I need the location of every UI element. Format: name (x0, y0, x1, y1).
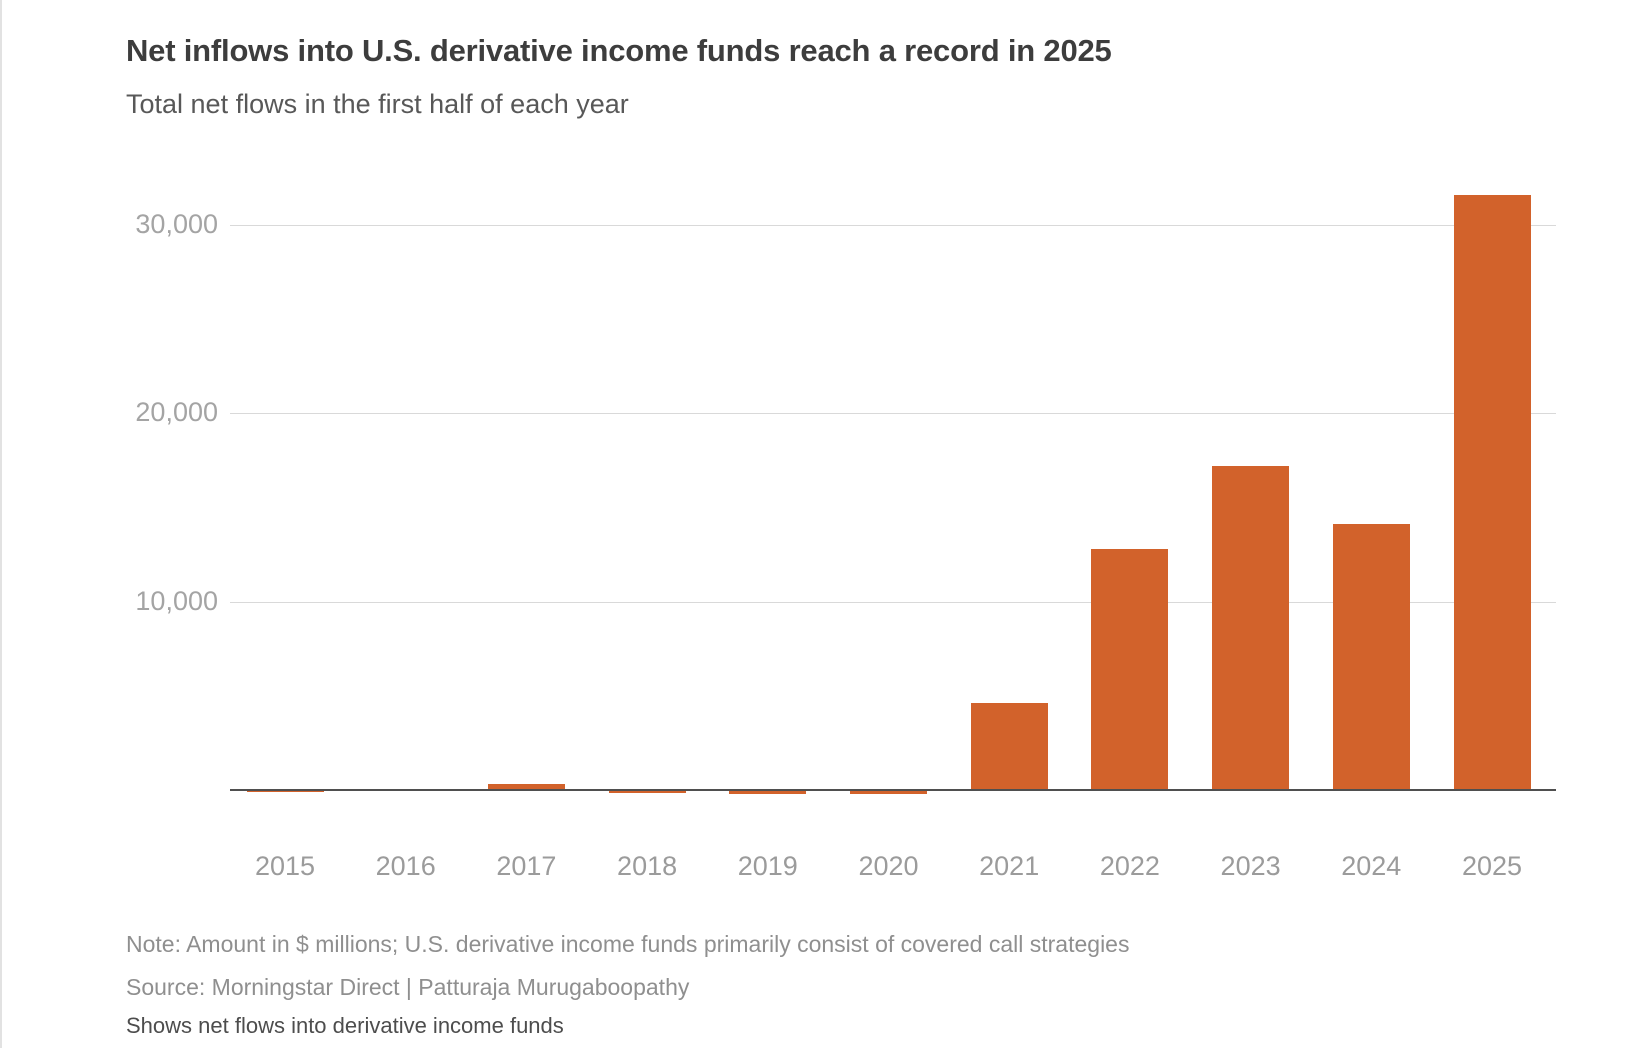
gridline-30000 (230, 225, 1556, 227)
x-axis-tick-label: 2025 (1461, 851, 1523, 881)
bar-2017 (487, 784, 565, 790)
chart-caption: Shows net flows into derivative income f… (126, 1013, 564, 1038)
x-axis-tick-label: 2019 (737, 851, 798, 881)
chart-title: Net inflows into U.S. derivative income … (126, 33, 1112, 68)
y-axis-tick-label: 10,000 (135, 585, 218, 616)
bar-2023 (1212, 466, 1290, 790)
chart-source: Source: Morningstar Direct | Patturaja M… (126, 974, 690, 1000)
gridline-10000 (230, 601, 1556, 603)
bar-2024 (1332, 524, 1410, 790)
bar-2018 (608, 790, 686, 793)
x-axis-tick-label: 2023 (1220, 851, 1281, 881)
x-axis-tick-label: 2024 (1341, 851, 1402, 881)
bar-2019 (729, 790, 807, 794)
gridline-20000 (230, 413, 1556, 415)
bar-2022 (1091, 548, 1169, 790)
x-axis-line (230, 789, 1556, 791)
x-axis-tick-label: 2017 (496, 851, 557, 881)
chart-subtitle: Total net flows in the first half of eac… (126, 89, 629, 119)
x-axis-tick-label: 2022 (1099, 851, 1160, 881)
left-edge-line (0, 0, 2, 1048)
bar-2021 (970, 703, 1048, 790)
chart-note: Note: Amount in $ millions; U.S. derivat… (126, 931, 1130, 957)
bar-2020 (850, 790, 927, 794)
y-axis-tick-label: 30,000 (135, 208, 218, 239)
x-axis-tick-label: 2015 (254, 851, 316, 881)
x-axis-tick-label: 2021 (979, 851, 1040, 881)
x-axis-tick-label: 2020 (858, 851, 919, 881)
bar-2025 (1453, 194, 1531, 790)
y-axis-tick-label: 20,000 (135, 397, 218, 428)
x-axis-tick-label: 2016 (375, 851, 436, 881)
x-axis-tick-label: 2018 (617, 851, 678, 881)
